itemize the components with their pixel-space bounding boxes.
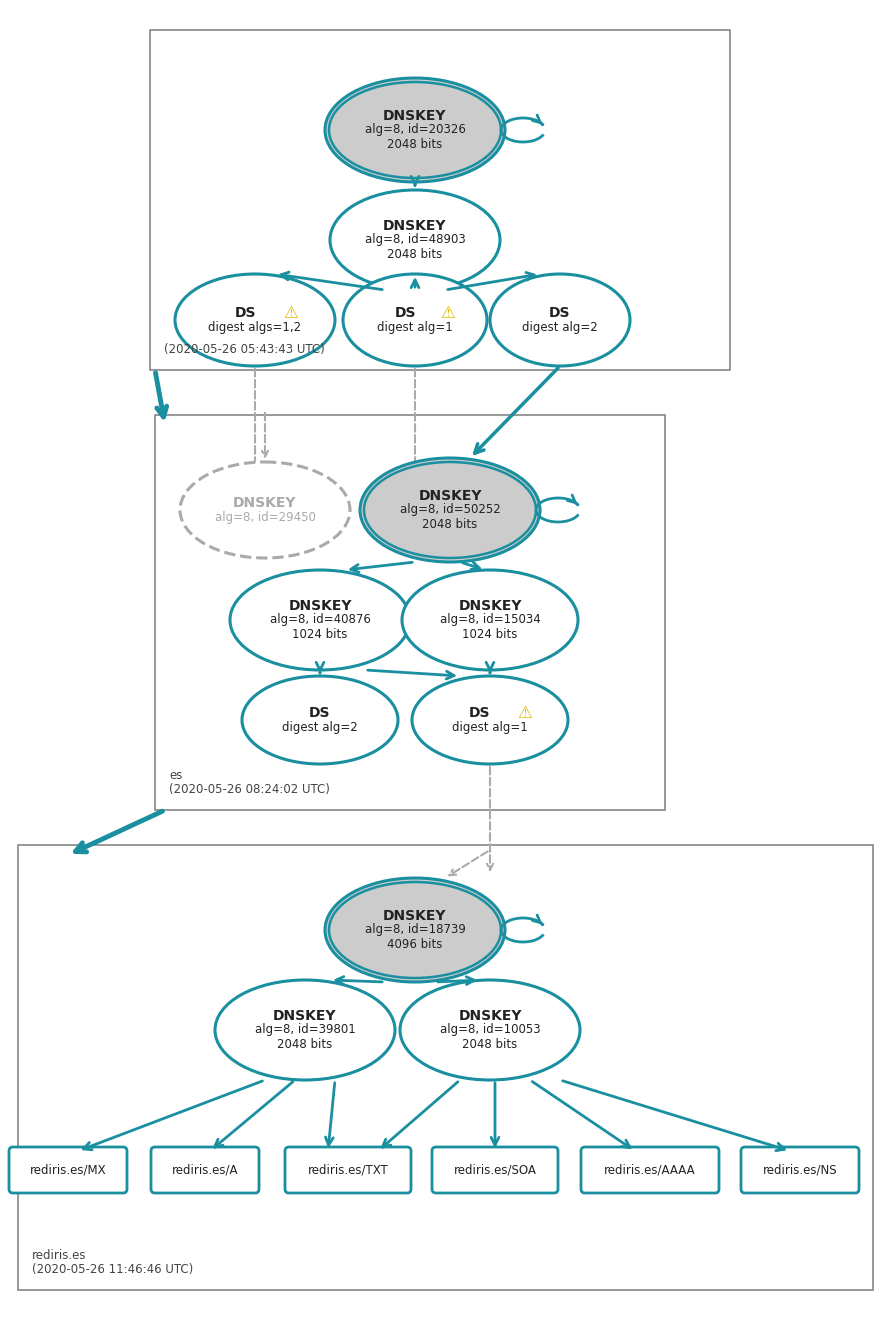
Ellipse shape xyxy=(490,275,630,366)
Text: 2048 bits: 2048 bits xyxy=(422,517,478,531)
FancyBboxPatch shape xyxy=(151,1147,259,1193)
Text: (2020-05-26 05:43:43 UTC): (2020-05-26 05:43:43 UTC) xyxy=(164,343,324,356)
Text: 1024 bits: 1024 bits xyxy=(292,627,347,640)
Text: alg=8, id=15034: alg=8, id=15034 xyxy=(439,614,540,627)
Text: rediris.es: rediris.es xyxy=(32,1249,86,1262)
Text: 1024 bits: 1024 bits xyxy=(462,627,518,640)
Text: alg=8, id=39801: alg=8, id=39801 xyxy=(255,1023,356,1036)
Text: DS: DS xyxy=(234,306,256,319)
Text: 2048 bits: 2048 bits xyxy=(277,1038,332,1051)
Bar xyxy=(150,30,730,370)
Text: 2048 bits: 2048 bits xyxy=(388,137,443,150)
Text: digest alg=1: digest alg=1 xyxy=(452,721,527,734)
FancyBboxPatch shape xyxy=(581,1147,719,1193)
Text: DNSKEY: DNSKEY xyxy=(289,599,352,612)
Ellipse shape xyxy=(180,462,350,558)
Text: rediris.es/A: rediris.es/A xyxy=(172,1163,238,1176)
Ellipse shape xyxy=(325,78,505,182)
Ellipse shape xyxy=(343,275,487,366)
Text: (2020-05-26 11:46:46 UTC): (2020-05-26 11:46:46 UTC) xyxy=(32,1263,193,1276)
Ellipse shape xyxy=(360,458,540,562)
Text: digest alg=1: digest alg=1 xyxy=(377,321,453,334)
Ellipse shape xyxy=(325,878,505,982)
Text: DS: DS xyxy=(309,706,331,719)
FancyBboxPatch shape xyxy=(285,1147,411,1193)
Text: alg=8, id=29450: alg=8, id=29450 xyxy=(215,511,315,524)
Ellipse shape xyxy=(412,676,568,764)
Text: 2048 bits: 2048 bits xyxy=(388,248,443,260)
Text: 2048 bits: 2048 bits xyxy=(462,1038,518,1051)
Text: DNSKEY: DNSKEY xyxy=(383,110,446,123)
FancyBboxPatch shape xyxy=(432,1147,558,1193)
Text: DS: DS xyxy=(549,306,571,319)
Bar xyxy=(18,845,873,1290)
Text: digest alg=2: digest alg=2 xyxy=(282,721,358,734)
Text: alg=8, id=10053: alg=8, id=10053 xyxy=(439,1023,540,1036)
Text: rediris.es/MX: rediris.es/MX xyxy=(29,1163,106,1176)
Text: rediris.es/SOA: rediris.es/SOA xyxy=(454,1163,536,1176)
Text: DNSKEY: DNSKEY xyxy=(418,488,482,503)
FancyBboxPatch shape xyxy=(9,1147,127,1193)
Text: DNSKEY: DNSKEY xyxy=(458,599,522,612)
Ellipse shape xyxy=(230,570,410,671)
Text: DNSKEY: DNSKEY xyxy=(383,219,446,234)
Text: DNSKEY: DNSKEY xyxy=(383,909,446,923)
Text: alg=8, id=20326: alg=8, id=20326 xyxy=(364,124,465,136)
Text: DNSKEY: DNSKEY xyxy=(233,496,297,510)
Text: digest algs=1,2: digest algs=1,2 xyxy=(208,321,301,334)
Text: alg=8, id=48903: alg=8, id=48903 xyxy=(364,234,465,247)
FancyBboxPatch shape xyxy=(741,1147,859,1193)
Text: (2020-05-26 08:24:02 UTC): (2020-05-26 08:24:02 UTC) xyxy=(169,783,330,796)
Text: ⚠: ⚠ xyxy=(518,704,533,722)
Text: rediris.es/NS: rediris.es/NS xyxy=(763,1163,838,1176)
Ellipse shape xyxy=(215,979,395,1080)
Ellipse shape xyxy=(400,979,580,1080)
Bar xyxy=(155,414,665,810)
Ellipse shape xyxy=(175,275,335,366)
Text: 4096 bits: 4096 bits xyxy=(388,937,443,950)
Text: DS: DS xyxy=(470,706,491,719)
Text: alg=8, id=40876: alg=8, id=40876 xyxy=(270,614,371,627)
Ellipse shape xyxy=(330,190,500,290)
Text: ⚠: ⚠ xyxy=(440,304,454,322)
Text: alg=8, id=50252: alg=8, id=50252 xyxy=(400,503,501,516)
Text: digest alg=2: digest alg=2 xyxy=(522,321,598,334)
Ellipse shape xyxy=(402,570,578,671)
Text: alg=8, id=18739: alg=8, id=18739 xyxy=(364,924,465,936)
Text: rediris.es/AAAA: rediris.es/AAAA xyxy=(604,1163,696,1176)
Text: DNSKEY: DNSKEY xyxy=(458,1008,522,1023)
Ellipse shape xyxy=(242,676,398,764)
Text: es: es xyxy=(169,770,183,781)
Text: rediris.es/TXT: rediris.es/TXT xyxy=(307,1163,388,1176)
Text: DS: DS xyxy=(394,306,416,319)
Text: DNSKEY: DNSKEY xyxy=(274,1008,337,1023)
Text: ⚠: ⚠ xyxy=(283,304,298,322)
